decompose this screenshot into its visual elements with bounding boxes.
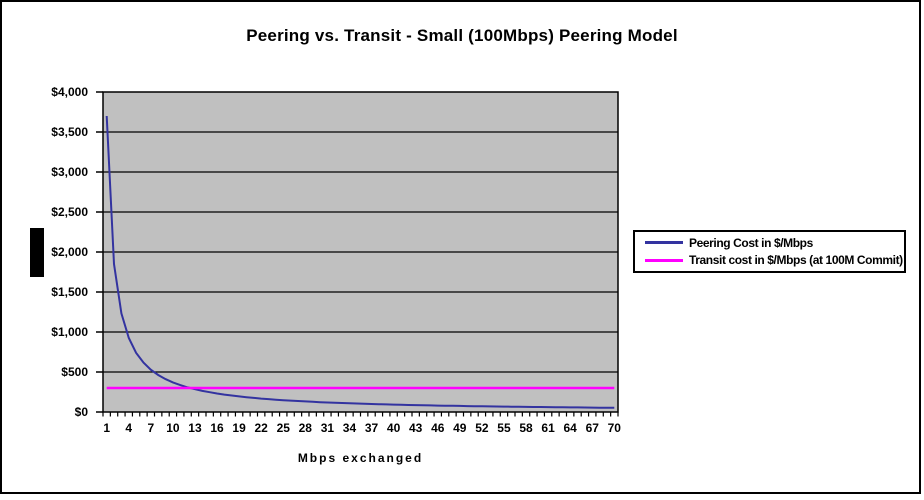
x-axis-label: 52: [475, 421, 489, 435]
transit-line-swatch-icon: [645, 258, 683, 262]
x-axis-label: 28: [298, 421, 312, 435]
x-axis-label: 40: [386, 421, 401, 435]
y-axis-label: $3,500: [51, 125, 88, 139]
x-axis-label: 34: [342, 421, 357, 435]
x-axis-label: 55: [497, 421, 511, 435]
x-axis-label: 19: [232, 421, 246, 435]
x-axis-label: 1: [103, 421, 111, 435]
chart-title: Peering vs. Transit - Small (100Mbps) Pe…: [246, 26, 678, 45]
x-axis-title: Mbps exchanged: [297, 451, 424, 465]
x-axis-label: 25: [276, 421, 290, 435]
y-axis-label: $1,500: [51, 285, 88, 299]
x-axis-label: 7: [147, 421, 155, 435]
peering-line-swatch-icon: [645, 241, 683, 244]
x-axis-label: 61: [541, 421, 555, 435]
legend-entry-transit: Transit cost in $/Mbps (at 100M Commit): [645, 253, 904, 267]
legend-box: Peering Cost in $/Mbps Transit cost in $/…: [633, 230, 906, 273]
x-axis-label: 49: [453, 421, 467, 435]
x-axis-label: 13: [188, 421, 202, 435]
legend-label: Peering Cost in $/Mbps: [689, 235, 813, 250]
x-axis-label: 67: [585, 421, 599, 435]
y-axis-title-block: [30, 228, 44, 277]
x-axis-label: 4: [125, 421, 133, 435]
y-axis-label: $500: [61, 365, 88, 379]
y-axis-label: $3,000: [51, 165, 88, 179]
x-axis-label: 16: [210, 421, 224, 435]
x-axis-label: 43: [408, 421, 423, 435]
y-axis-label: $2,000: [51, 245, 88, 259]
x-axis-label: 58: [519, 421, 533, 435]
x-axis-label: 31: [320, 421, 335, 435]
x-axis-label: 64: [563, 421, 577, 435]
legend-label: Transit cost in $/Mbps (at 100M Commit): [689, 253, 903, 268]
y-axis-label: $2,500: [51, 205, 88, 219]
x-axis-label: 22: [254, 421, 268, 435]
x-axis-label: 70: [607, 421, 621, 435]
x-axis-label: 10: [166, 421, 180, 435]
y-axis-label: $1,000: [51, 325, 88, 339]
legend-entry-peering: Peering Cost in $/Mbps: [645, 236, 904, 250]
y-axis-label: $4,000: [51, 85, 88, 99]
legend-entries: Peering Cost in $/Mbps Transit cost in $/…: [645, 232, 904, 271]
x-axis-label: 46: [431, 421, 445, 435]
y-axis-label: $0: [74, 405, 88, 419]
x-axis-label: 37: [364, 421, 379, 435]
